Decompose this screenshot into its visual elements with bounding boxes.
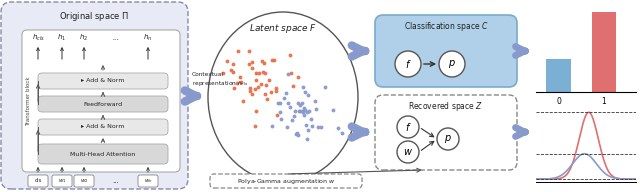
Text: $w_2$: $w_2$: [80, 177, 88, 185]
FancyBboxPatch shape: [38, 119, 168, 135]
Text: Classification space $C$: Classification space $C$: [403, 20, 488, 33]
FancyBboxPatch shape: [74, 175, 94, 187]
Circle shape: [397, 116, 419, 138]
Text: ▸ Add & Norm: ▸ Add & Norm: [81, 79, 125, 84]
FancyBboxPatch shape: [38, 73, 168, 89]
Text: Polya-Gamma augmentation $w$: Polya-Gamma augmentation $w$: [237, 176, 335, 185]
FancyBboxPatch shape: [210, 174, 362, 188]
Text: $p$: $p$: [448, 58, 456, 70]
Text: $p$: $p$: [444, 133, 452, 145]
Text: $w_1$: $w_1$: [58, 177, 67, 185]
Bar: [591, 12, 616, 92]
Ellipse shape: [208, 12, 358, 182]
Text: Contextual
representation $h_{cls}$: Contextual representation $h_{cls}$: [192, 72, 248, 88]
FancyBboxPatch shape: [38, 96, 168, 112]
Text: Transformer block: Transformer block: [26, 76, 31, 126]
Circle shape: [439, 51, 465, 77]
Text: ...: ...: [113, 35, 120, 41]
FancyBboxPatch shape: [22, 30, 180, 172]
Text: cls: cls: [35, 179, 42, 184]
FancyBboxPatch shape: [38, 144, 168, 164]
Text: ▸ Add & Norm: ▸ Add & Norm: [81, 124, 125, 129]
FancyBboxPatch shape: [375, 15, 517, 87]
Text: $f$: $f$: [404, 121, 412, 133]
Text: $h_{cls}$: $h_{cls}$: [31, 33, 44, 43]
Circle shape: [437, 128, 459, 150]
FancyBboxPatch shape: [1, 2, 188, 189]
Text: Feedforward: Feedforward: [83, 102, 123, 107]
Text: Recovered space $Z$: Recovered space $Z$: [408, 100, 484, 113]
Text: Original space $\Pi$: Original space $\Pi$: [59, 10, 129, 23]
Text: $w_n$: $w_n$: [143, 177, 152, 185]
Text: ...: ...: [113, 178, 120, 184]
Text: $h_n$: $h_n$: [143, 33, 152, 43]
Bar: [547, 59, 572, 92]
Text: $f$: $f$: [404, 58, 412, 70]
Text: Multi-Head Attention: Multi-Head Attention: [70, 151, 136, 156]
FancyBboxPatch shape: [375, 95, 517, 170]
FancyBboxPatch shape: [138, 175, 158, 187]
Text: $h_1$: $h_1$: [58, 33, 67, 43]
Circle shape: [397, 141, 419, 163]
Text: $w$: $w$: [403, 147, 413, 157]
FancyBboxPatch shape: [52, 175, 72, 187]
Text: Latent space $F$: Latent space $F$: [249, 22, 317, 35]
Circle shape: [395, 51, 421, 77]
Text: $h_2$: $h_2$: [79, 33, 88, 43]
FancyBboxPatch shape: [28, 175, 48, 187]
